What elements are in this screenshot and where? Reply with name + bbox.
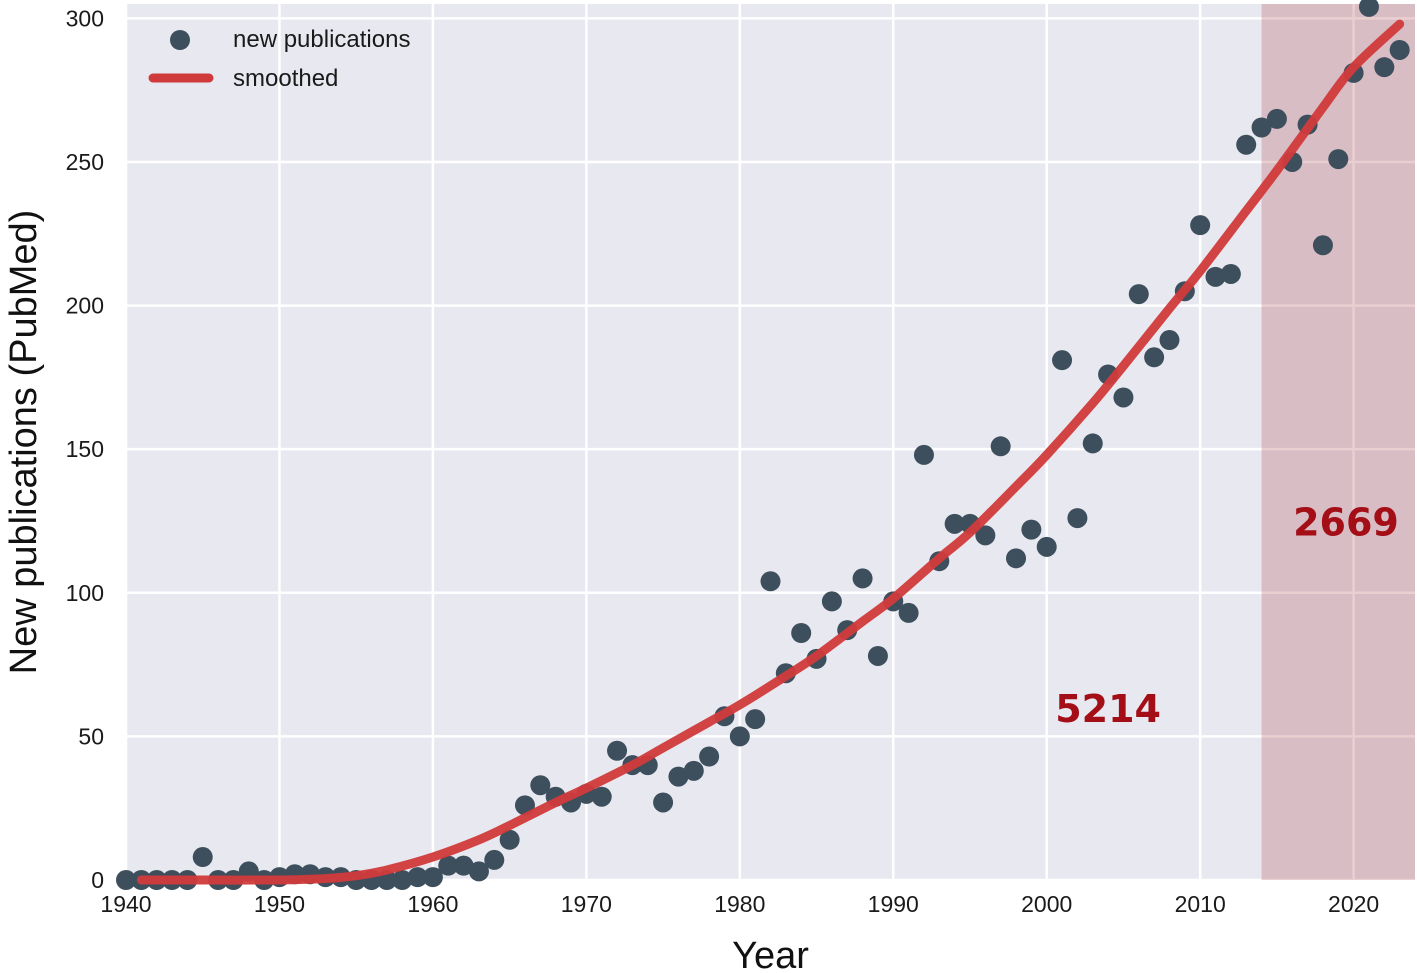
data-point (1144, 347, 1165, 368)
data-point (1205, 266, 1226, 287)
y-tick-label: 300 (66, 5, 104, 31)
data-point (1052, 350, 1073, 371)
annotation-label: 2669 (1293, 500, 1399, 544)
plot-background (126, 4, 1415, 880)
x-tick-label: 1960 (407, 891, 458, 917)
y-tick-label: 50 (78, 723, 104, 749)
data-point (468, 861, 489, 882)
smoothed-line (136, 19, 1405, 885)
data-point (913, 444, 934, 465)
y-tick-label: 250 (66, 149, 104, 175)
x-tick-label: 2000 (1021, 891, 1072, 917)
x-tick-label: 1990 (868, 891, 919, 917)
data-point (484, 849, 505, 870)
data-point (1190, 215, 1211, 236)
data-point (1389, 39, 1410, 60)
annotations: 5214 2669 (1055, 500, 1399, 731)
data-point (1374, 57, 1395, 78)
data-point (745, 709, 766, 730)
data-point (1266, 108, 1287, 129)
data-point (499, 829, 520, 850)
y-tick-label: 100 (66, 580, 104, 606)
data-point (898, 602, 919, 623)
data-point (453, 855, 474, 876)
data-point (990, 436, 1011, 457)
data-point (791, 622, 812, 643)
y-tick-label: 0 (91, 867, 104, 893)
data-point (607, 740, 628, 761)
data-point (392, 870, 413, 890)
data-point (192, 847, 213, 868)
legend: new publications smoothed (148, 26, 410, 92)
data-point (422, 867, 443, 888)
data-point (867, 645, 888, 666)
data-point (1358, 0, 1379, 17)
y-axis-title: New publications (PubMed) (3, 210, 45, 675)
data-point (975, 525, 996, 546)
data-point (1128, 284, 1149, 305)
data-point (1021, 519, 1042, 540)
data-point (530, 775, 551, 796)
highlight-region (1261, 4, 1415, 880)
data-point (760, 571, 781, 592)
data-point (944, 513, 965, 534)
data-point (1220, 263, 1241, 284)
data-point (1082, 433, 1103, 454)
x-tick-label: 1950 (254, 891, 305, 917)
y-tick-label: 200 (66, 293, 104, 319)
x-tick-label: 1980 (714, 891, 765, 917)
x-tick-label: 2020 (1328, 891, 1379, 917)
annotation-label: 5214 (1055, 687, 1161, 731)
data-point (668, 766, 689, 787)
data-point (591, 786, 612, 807)
x-tick-label: 1970 (561, 891, 612, 917)
data-point (1251, 117, 1272, 138)
tick-labels: 1940 1950 1960 1970 1980 1990 2000 2010 2020 0 50 1… (66, 5, 1380, 917)
data-point (699, 746, 720, 767)
data-point (852, 568, 873, 589)
data-point (438, 855, 459, 876)
data-point (1113, 387, 1134, 408)
data-point (1159, 330, 1180, 351)
x-axis-title: Year (732, 935, 809, 973)
data-point (1067, 508, 1088, 529)
data-point (1036, 536, 1057, 557)
legend-marker-points (170, 30, 190, 50)
data-point (116, 870, 136, 890)
data-point (1328, 149, 1349, 170)
data-point (729, 726, 750, 747)
y-tick-label: 150 (66, 436, 104, 462)
grid-lines (124, 4, 1415, 882)
data-point (407, 867, 428, 888)
data-point (1312, 235, 1333, 256)
legend-label-points: new publications (233, 26, 410, 53)
data-point (1006, 548, 1027, 569)
x-tick-label: 1940 (100, 891, 151, 917)
data-point (653, 792, 674, 813)
data-point (1236, 134, 1257, 155)
data-point (821, 591, 842, 612)
legend-label-line: smoothed (233, 65, 338, 92)
x-tick-label: 2010 (1175, 891, 1226, 917)
data-point (683, 760, 704, 781)
